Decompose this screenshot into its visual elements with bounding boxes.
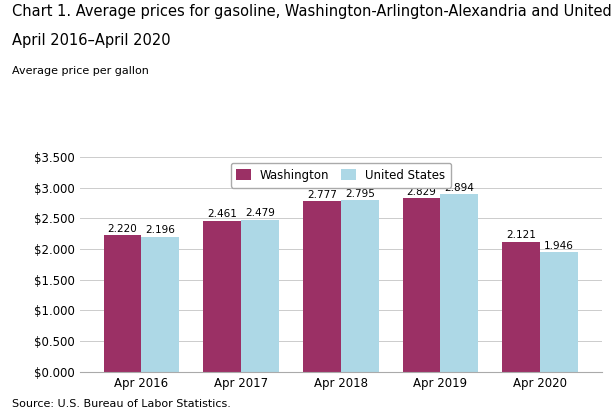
Text: 2.461: 2.461 [207,209,237,219]
Text: 2.777: 2.777 [307,190,336,200]
Text: 2.479: 2.479 [245,208,275,218]
Text: Average price per gallon: Average price per gallon [12,66,149,76]
Text: April 2016–April 2020: April 2016–April 2020 [12,33,171,48]
Text: 2.829: 2.829 [406,187,437,197]
Text: 2.795: 2.795 [345,189,375,199]
Bar [403,198,440,372]
Text: 1.946: 1.946 [544,241,574,251]
Text: 2.196: 2.196 [146,225,175,235]
Text: 2.894: 2.894 [445,183,475,192]
Bar [540,252,578,372]
Bar [341,200,379,372]
Text: 2.220: 2.220 [107,224,138,234]
Text: Chart 1. Average prices for gasoline, Washington-Arlington-Alexandria and United: Chart 1. Average prices for gasoline, Wa… [12,4,614,19]
Legend: Washington, United States: Washington, United States [230,163,451,188]
Text: 2.121: 2.121 [507,230,536,240]
Bar [303,201,341,372]
Bar [203,221,241,372]
Bar [440,194,478,372]
Bar [141,237,179,372]
Bar [502,242,540,372]
Bar [104,235,141,372]
Text: Source: U.S. Bureau of Labor Statistics.: Source: U.S. Bureau of Labor Statistics. [12,399,231,409]
Bar [241,220,279,372]
